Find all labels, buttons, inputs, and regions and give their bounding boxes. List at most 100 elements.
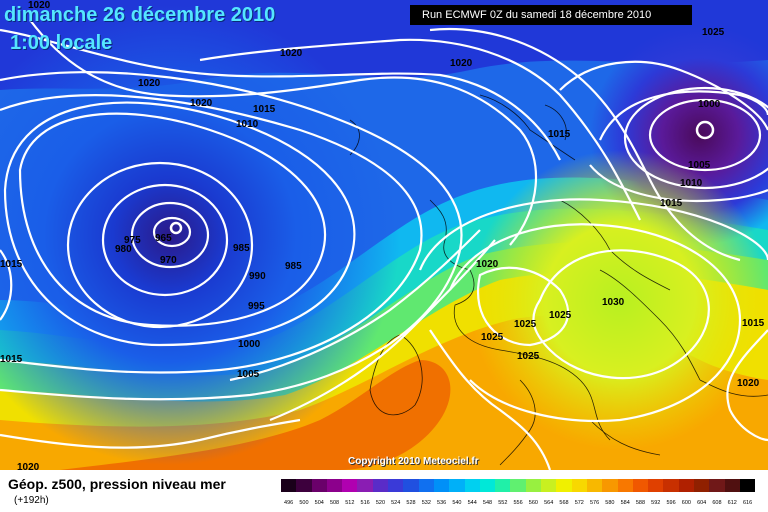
scale-tick-label: 596 — [666, 500, 676, 506]
isobar-label: 1015 — [548, 129, 571, 140]
scale-swatch — [510, 479, 526, 492]
scale-tick-label: 568 — [559, 500, 569, 506]
scale-swatch — [403, 479, 419, 492]
scale-swatch — [372, 479, 389, 492]
field-description: Géop. z500, pression niveau mer — [8, 476, 226, 492]
scale-swatch — [357, 479, 373, 492]
forecast-date-title: dimanche 26 décembre 2010 — [4, 4, 276, 26]
color-scale-labels: 496 500 504 508 512 516 520 524 528 532 536 540 544 5… — [281, 498, 755, 508]
isobar-label: 990 — [249, 271, 266, 282]
scale-tick-label: 592 — [651, 500, 661, 506]
geopotential-map: 1020 1025 1020 1020 1020 1015 1010 1020 … — [0, 0, 768, 470]
scale-swatch — [739, 479, 756, 492]
scale-tick-label: 508 — [329, 500, 340, 506]
isobar-label: 985 — [233, 243, 250, 254]
scale-tick-label: 528 — [406, 500, 416, 506]
isobar-label: 1015 — [742, 318, 765, 329]
scale-tick-label: 544 — [467, 500, 477, 506]
scale-tick-label: 504 — [314, 500, 324, 506]
isobar-label: 1015 — [0, 259, 23, 270]
scale-swatch — [281, 479, 297, 492]
scale-tick-label: 532 — [421, 500, 431, 506]
scale-tick-label: 552 — [498, 500, 508, 506]
scale-tick-label: 556 — [513, 500, 523, 506]
scale-tick-label: 500 — [299, 500, 309, 506]
isobar-label: 1020 — [138, 78, 161, 89]
scale-swatch — [709, 479, 725, 492]
scale-tick-label: 608 — [712, 500, 722, 506]
isobar-label: 1000 — [698, 99, 721, 110]
scale-swatch — [602, 479, 618, 492]
isobar-label: 1025 — [514, 319, 537, 330]
isobar-label: 1020 — [450, 58, 473, 69]
scale-tick-label: 588 — [635, 500, 646, 506]
scale-swatch — [617, 479, 633, 492]
scale-tick-label: 520 — [375, 500, 386, 506]
model-run-info: Run ECMWF 0Z du samedi 18 décembre 2010 — [410, 5, 692, 25]
scale-tick-label: 560 — [528, 500, 538, 506]
scale-tick-label: 496 — [284, 500, 294, 506]
isobar-label: 975 — [124, 235, 141, 246]
scale-swatch — [311, 479, 327, 492]
isobars — [0, 19, 768, 470]
color-scale-legend — [281, 479, 756, 492]
scale-swatch — [449, 479, 465, 492]
isobar-label: 1020 — [17, 462, 40, 470]
isobar-label: 1005 — [237, 369, 260, 380]
scale-swatch — [433, 479, 450, 492]
isobar-label: 1020 — [28, 0, 51, 11]
scale-swatch — [495, 479, 511, 492]
isobar-label: 1000 — [238, 339, 261, 350]
isobar-label: 995 — [248, 301, 265, 312]
scale-tick-label: 536 — [437, 500, 447, 506]
scale-tick-label: 540 — [452, 500, 462, 506]
scale-swatch — [388, 479, 404, 492]
scale-swatch — [586, 479, 603, 492]
scale-swatch — [648, 479, 664, 492]
scale-swatch — [296, 479, 312, 492]
scale-tick-label: 612 — [727, 500, 737, 506]
scale-tick-label: 548 — [482, 500, 493, 506]
isobar-labels: 1020 1025 1020 1020 1020 1015 1010 1020 … — [0, 0, 765, 470]
isobar-label: 1015 — [253, 104, 276, 115]
scale-swatch — [663, 479, 679, 492]
isobar-label: 980 — [115, 244, 132, 255]
scale-tick-label: 572 — [574, 500, 584, 506]
scale-swatch — [694, 479, 710, 492]
scale-tick-label: 564 — [544, 500, 554, 506]
scale-swatch — [479, 479, 496, 492]
scale-tick-label: 576 — [589, 500, 600, 506]
isobar-label: 1005 — [688, 160, 711, 171]
isobar-label: 1025 — [481, 332, 504, 343]
isobar-label: 965 — [155, 233, 172, 244]
isobar-label: 1020 — [280, 48, 303, 59]
isobar-label: 1015 — [660, 198, 683, 209]
isobar-label: 1020 — [737, 378, 760, 389]
isobar-label: 1025 — [517, 351, 540, 362]
scale-tick-label: 616 — [742, 500, 753, 506]
scale-tick-label: 524 — [391, 500, 401, 506]
scale-swatch — [418, 479, 434, 492]
low-center-markers — [169, 120, 715, 235]
scale-swatch — [724, 479, 740, 492]
scale-swatch — [541, 479, 557, 492]
forecast-lead-time: (+192h) — [14, 495, 49, 506]
isobar-label: 1015 — [0, 354, 23, 365]
isobar-label: 1010 — [680, 178, 703, 189]
scale-swatch — [342, 479, 358, 492]
forecast-time-title: 1:00 locale — [10, 32, 113, 54]
scale-tick-label: 584 — [620, 500, 630, 506]
scale-tick-label: 604 — [697, 500, 707, 506]
isobar-label: 1020 — [190, 98, 213, 109]
scale-tick-label: 516 — [360, 500, 370, 506]
high-pressure-central-europe — [0, 0, 768, 470]
scale-swatch — [326, 479, 343, 492]
isobar-label: 1030 — [602, 297, 625, 308]
scale-tick-label: 512 — [345, 500, 355, 506]
isobar-label: 970 — [160, 255, 177, 266]
scale-swatch — [525, 479, 542, 492]
copyright-text: Copyright 2010 Meteociel.fr — [348, 456, 479, 467]
scale-tick-label: 600 — [681, 500, 691, 506]
isobar-label: 985 — [285, 261, 302, 272]
